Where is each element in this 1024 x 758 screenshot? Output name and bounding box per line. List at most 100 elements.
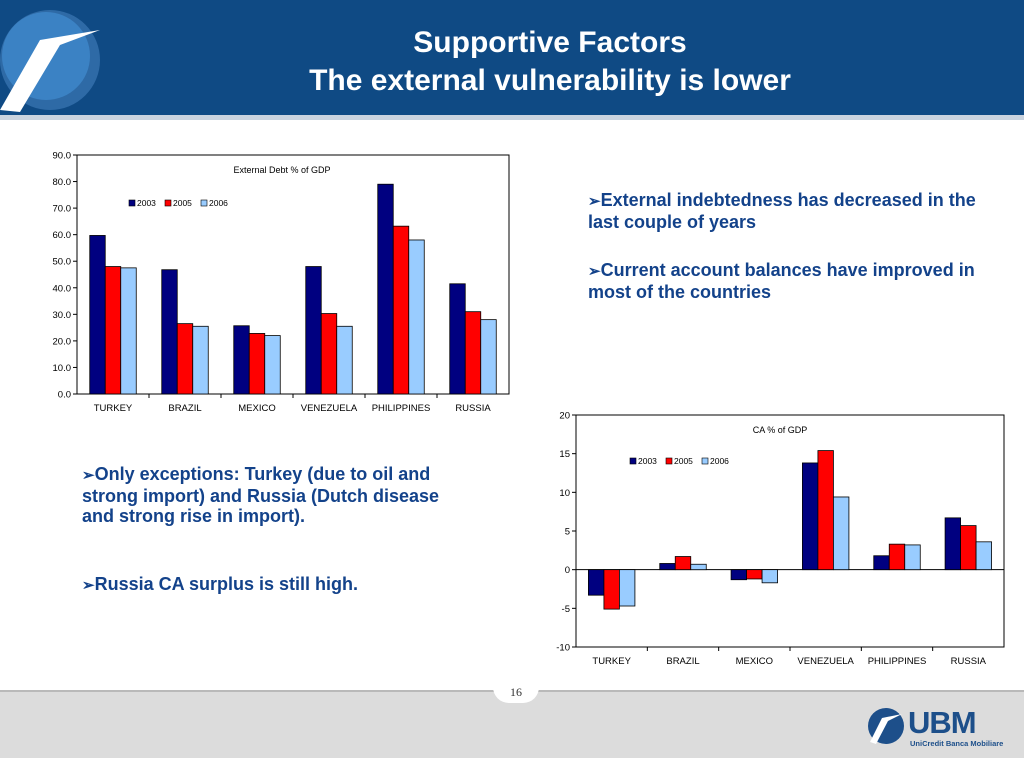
bar <box>104 266 122 395</box>
y-tick-label: 30.0 <box>53 310 72 321</box>
x-tick-label: VENEZUELA <box>301 403 358 414</box>
bullet-russia-surplus: ➢Russia CA surplus is still high. <box>82 574 474 596</box>
y-tick-label: 10 <box>559 488 570 499</box>
bar <box>449 283 466 395</box>
bar <box>336 325 353 395</box>
slide-header: Supportive Factors The external vulnerab… <box>0 0 1024 115</box>
x-tick-label: MEXICO <box>736 656 773 667</box>
bar <box>746 569 763 580</box>
page-number: 16 <box>493 681 539 703</box>
legend-label: 2003 <box>137 198 156 208</box>
y-tick-label: 0 <box>565 565 570 576</box>
y-tick-label: 15 <box>559 449 570 460</box>
bar <box>480 319 497 395</box>
bar <box>377 183 394 395</box>
bar <box>603 569 620 610</box>
x-tick-label: PHILIPPINES <box>868 656 927 667</box>
legend-swatch <box>200 199 208 207</box>
bullet-text: Current account balances have improved i… <box>588 260 975 302</box>
bar <box>89 235 106 395</box>
y-tick-label: 10.0 <box>53 363 72 374</box>
arrow-bullet-icon: ➢ <box>588 263 601 280</box>
slide-footer: 16 <box>0 681 1024 758</box>
bar <box>873 555 890 571</box>
bar <box>192 325 209 395</box>
y-tick-label: 60.0 <box>53 230 72 241</box>
external-debt-chart: 0.0 10.0 20.0 30.0 40.0 50.0 60.0 70.0 80.0 90.0 T… <box>53 151 510 414</box>
bar <box>392 225 410 395</box>
bar <box>120 267 137 395</box>
arrow-bullet-icon: ➢ <box>588 193 601 210</box>
y-tick-label: 0.0 <box>58 390 71 401</box>
bar <box>904 544 921 571</box>
x-tick-label: BRAZIL <box>168 403 201 414</box>
current-account-chart: -10 -5 0 5 10 15 20 TURKEY BRAZIL MEXICO VENEZUELA… <box>556 411 1005 667</box>
bullet-text: Only exceptions: Turkey (due to oil and … <box>82 464 440 526</box>
bar <box>161 269 178 395</box>
plot-area <box>575 414 1005 648</box>
x-tick-label: MEXICO <box>238 403 275 414</box>
swoosh-logo-icon <box>0 10 100 112</box>
bar <box>761 569 778 584</box>
ubm-swoosh-icon <box>868 708 904 744</box>
logo-wordmark: UBM <box>908 705 977 740</box>
y-tick-label: -5 <box>562 604 570 615</box>
bullet-exceptions: ➢Only exceptions: Turkey (due to oil and… <box>82 464 474 526</box>
bar <box>264 335 281 395</box>
logo-subtitle: UniCredit Banca Mobiliare <box>910 739 1004 748</box>
bar <box>320 313 338 395</box>
bullet-current-account: ➢Current account balances have improved … <box>588 260 988 302</box>
chart-title: CA % of GDP <box>753 425 808 435</box>
bar <box>802 462 819 571</box>
bullet-text: External indebtedness has decreased in t… <box>588 190 976 232</box>
legend-swatch <box>701 457 709 465</box>
y-tick-label: 50.0 <box>53 257 72 268</box>
y-tick-label: 70.0 <box>53 204 72 215</box>
y-tick-label: -10 <box>556 643 570 654</box>
legend-label: 2005 <box>674 456 693 466</box>
bullet-text: Russia CA surplus is still high. <box>94 574 358 594</box>
bar <box>888 543 906 571</box>
ubm-logo: UBM UniCredit Banca Mobiliare <box>866 704 1003 750</box>
bar <box>408 239 425 395</box>
plot-area <box>76 154 510 395</box>
legend-swatch <box>128 199 136 207</box>
bar <box>960 525 977 571</box>
x-tick-label: VENEZUELA <box>797 656 854 667</box>
chart-title: External Debt % of GDP <box>233 165 330 175</box>
legend-label: 2006 <box>209 198 228 208</box>
header-divider <box>0 115 1024 120</box>
y-tick-label: 80.0 <box>53 177 72 188</box>
y-tick-label: 20.0 <box>53 336 72 347</box>
x-tick-label: TURKEY <box>592 656 631 667</box>
x-tick-label: RUSSIA <box>455 403 491 414</box>
title-line-1: Supportive Factors <box>413 26 687 59</box>
bar <box>817 450 834 571</box>
bar <box>833 496 850 571</box>
bar <box>248 333 266 395</box>
y-tick-label: 5 <box>565 527 570 538</box>
x-tick-label: BRAZIL <box>666 656 699 667</box>
x-tick-label: PHILIPPINES <box>372 403 431 414</box>
x-tick-label: RUSSIA <box>951 656 987 667</box>
bullet-external-debt: ➢External indebtedness has decreased in … <box>588 190 988 232</box>
slide-title: Supportive Factors The external vulnerab… <box>240 24 860 100</box>
bar <box>305 266 322 395</box>
bar <box>730 569 747 581</box>
x-tick-label: TURKEY <box>94 403 133 414</box>
bar <box>975 541 992 571</box>
bar <box>176 323 194 395</box>
bar <box>233 325 250 395</box>
legend-swatch <box>629 457 637 465</box>
y-tick-label: 40.0 <box>53 283 72 294</box>
legend-label: 2006 <box>710 456 729 466</box>
legend-label: 2003 <box>638 456 657 466</box>
legend-swatch <box>164 199 172 207</box>
arrow-bullet-icon: ➢ <box>82 577 95 594</box>
y-tick-label: 90.0 <box>53 151 72 162</box>
bar <box>659 563 676 571</box>
arrow-bullet-icon: ➢ <box>82 467 95 484</box>
bar <box>690 563 707 571</box>
bar <box>588 569 605 596</box>
bar <box>944 517 961 571</box>
